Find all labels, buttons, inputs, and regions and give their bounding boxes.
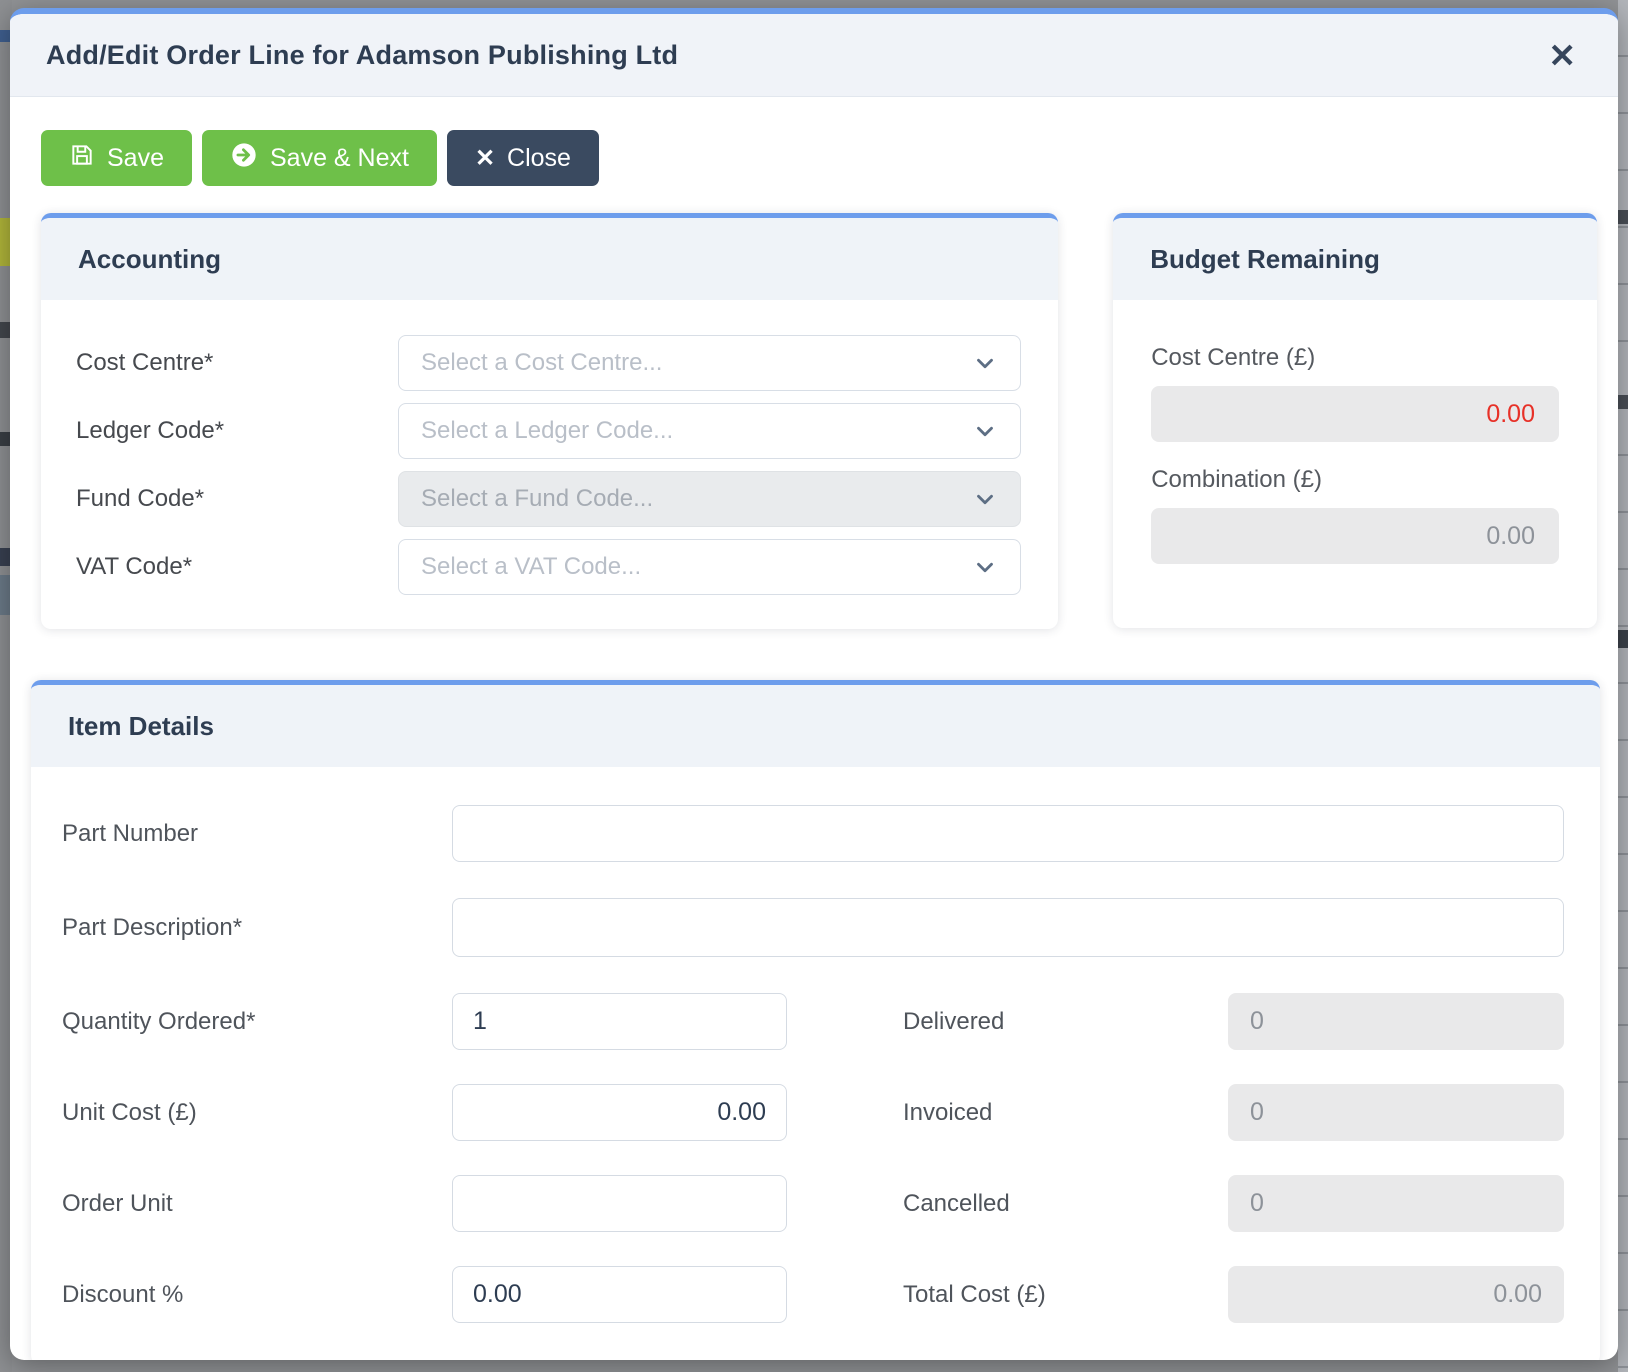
part-description-input[interactable] — [452, 898, 1564, 957]
fund-code-select: Select a Fund Code... — [398, 471, 1022, 527]
item-details-card-title: Item Details — [68, 710, 214, 741]
chevron-down-icon — [977, 494, 994, 505]
part-description-label: Part Description* — [62, 913, 243, 941]
budget-combination-label: Combination (£) — [1151, 466, 1322, 493]
unit-cost-label: Unit Cost (£) — [62, 1098, 197, 1126]
arrow-circle-right-icon — [230, 141, 258, 176]
order-unit-input[interactable] — [452, 1175, 787, 1232]
cost-centre-select[interactable]: Select a Cost Centre... — [398, 335, 1022, 391]
cost-centre-placeholder: Select a Cost Centre... — [421, 349, 663, 376]
budget-card-header: Budget Remaining — [1113, 218, 1597, 300]
item-details-grid: Quantity Ordered* Delivered 0 Unit Cost … — [62, 993, 1564, 1323]
ledger-code-select[interactable]: Select a Ledger Code... — [398, 403, 1022, 459]
ledger-code-placeholder: Select a Ledger Code... — [421, 417, 674, 444]
budget-cost-centre-label: Cost Centre (£) — [1151, 344, 1316, 371]
backdrop-fragment — [0, 548, 12, 566]
floppy-disk-icon — [69, 142, 95, 175]
ledger-code-label: Ledger Code* — [76, 417, 225, 444]
page-backdrop-left — [0, 0, 12, 1372]
delivered-label: Delivered — [903, 1007, 1005, 1035]
save-button[interactable]: Save — [41, 130, 192, 186]
fund-code-row: Fund Code* Select a Fund Code... — [76, 471, 1022, 527]
backdrop-fragment — [1618, 395, 1628, 409]
quantity-ordered-label: Quantity Ordered* — [62, 1007, 256, 1035]
fund-code-placeholder: Select a Fund Code... — [421, 485, 654, 512]
chevron-down-icon — [977, 426, 994, 437]
close-icon[interactable]: ✕ — [1548, 36, 1576, 74]
top-cards-row: Accounting Cost Centre* Select a Cost Ce… — [41, 213, 1597, 629]
invoiced-label: Invoiced — [903, 1098, 993, 1126]
vat-code-placeholder: Select a VAT Code... — [421, 553, 642, 580]
backdrop-fragment — [0, 218, 12, 266]
chevron-down-icon — [977, 562, 994, 573]
fund-code-label: Fund Code* — [76, 485, 205, 512]
discount-label: Discount % — [62, 1280, 184, 1308]
part-number-input[interactable] — [452, 805, 1564, 862]
part-description-row: Part Description* — [62, 898, 1564, 957]
budget-remaining-card: Budget Remaining Cost Centre (£) 0.00 Co… — [1113, 213, 1597, 628]
vat-code-row: VAT Code* Select a VAT Code... — [76, 539, 1022, 595]
total-cost-value: 0.00 — [1228, 1266, 1564, 1323]
backdrop-fragment — [0, 432, 12, 446]
quantity-ordered-input[interactable] — [452, 993, 787, 1050]
backdrop-fragment — [0, 30, 12, 42]
ledger-code-row: Ledger Code* Select a Ledger Code... — [76, 403, 1022, 459]
backdrop-fragment — [0, 322, 12, 338]
part-number-label: Part Number — [62, 819, 199, 847]
save-and-next-button[interactable]: Save & Next — [201, 130, 437, 186]
accounting-card-title: Accounting — [78, 243, 221, 274]
budget-cost-centre-value: 0.00 — [1151, 386, 1559, 442]
page-backdrop-right — [1618, 0, 1628, 1372]
vat-code-select[interactable]: Select a VAT Code... — [398, 539, 1022, 595]
modal-header: Add/Edit Order Line for Adamson Publishi… — [10, 14, 1618, 97]
save-and-next-button-label: Save & Next — [269, 143, 409, 172]
item-details-card-body: Part Number Part Description* Quantity O… — [31, 767, 1600, 1360]
save-button-label: Save — [107, 143, 164, 172]
budget-card-title: Budget Remaining — [1150, 243, 1380, 274]
part-number-row: Part Number — [62, 805, 1564, 862]
chevron-down-icon — [977, 358, 994, 369]
item-details-card: Item Details Part Number Part Descriptio… — [31, 680, 1600, 1360]
discount-input[interactable] — [452, 1266, 787, 1323]
backdrop-fragment — [1618, 210, 1628, 224]
close-button-label: Close — [507, 143, 571, 172]
accounting-card: Accounting Cost Centre* Select a Cost Ce… — [41, 213, 1059, 629]
order-unit-label: Order Unit — [62, 1189, 173, 1217]
vat-code-label: VAT Code* — [76, 553, 193, 580]
cancelled-label: Cancelled — [903, 1189, 1010, 1217]
delivered-value: 0 — [1228, 993, 1564, 1050]
modal-title: Add/Edit Order Line for Adamson Publishi… — [46, 39, 679, 70]
accounting-card-body: Cost Centre* Select a Cost Centre... Led… — [41, 300, 1058, 629]
add-edit-order-line-modal: Add/Edit Order Line for Adamson Publishi… — [10, 8, 1618, 1360]
cost-centre-row: Cost Centre* Select a Cost Centre... — [76, 335, 1022, 391]
accounting-card-header: Accounting — [41, 218, 1059, 300]
backdrop-fragment — [1618, 630, 1628, 648]
backdrop-fragment — [0, 575, 12, 615]
invoiced-value: 0 — [1228, 1084, 1564, 1141]
total-cost-label: Total Cost (£) — [903, 1280, 1046, 1308]
unit-cost-input[interactable] — [452, 1084, 787, 1141]
budget-card-body: Cost Centre (£) 0.00 Combination (£) 0.0… — [1113, 300, 1597, 628]
close-icon: ✕ — [474, 144, 496, 172]
cost-centre-label: Cost Centre* — [76, 349, 214, 376]
cancelled-value: 0 — [1228, 1175, 1564, 1232]
modal-body: Save Save & Next ✕ Close — [10, 97, 1618, 1360]
toolbar: Save Save & Next ✕ Close — [41, 130, 1597, 186]
item-details-card-header: Item Details — [31, 685, 1600, 767]
close-button[interactable]: ✕ Close — [446, 130, 599, 186]
budget-combination-value: 0.00 — [1151, 508, 1559, 564]
